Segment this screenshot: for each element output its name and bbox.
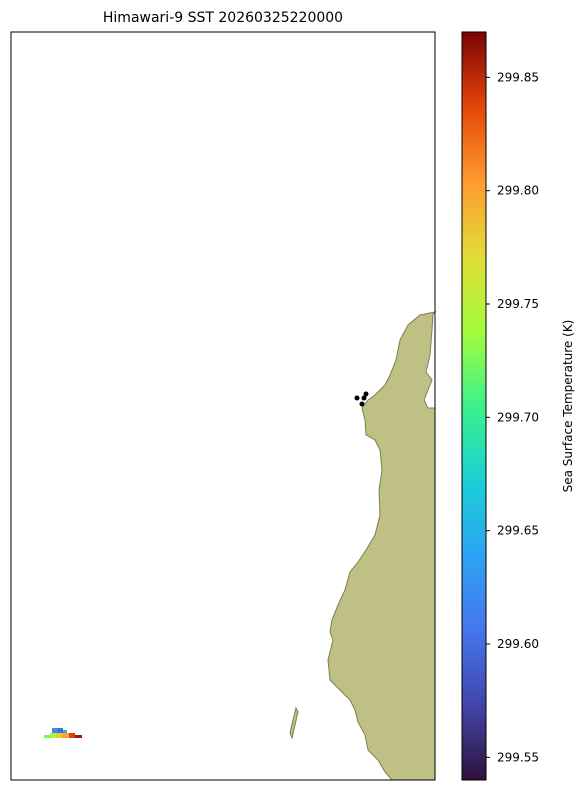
station bbox=[363, 391, 369, 397]
colorbar bbox=[461, 31, 487, 781]
colorbar-tick-label: 299.80 bbox=[497, 184, 539, 198]
colorbar-ticks: 299.55 299.60 299.65 299.70 299.75 299.80 299.… bbox=[486, 70, 539, 764]
sst-pixel bbox=[75, 735, 82, 738]
sst-pixel bbox=[52, 728, 58, 733]
sst-pixel bbox=[44, 735, 50, 738]
sst-pixel bbox=[63, 730, 67, 734]
land bbox=[327, 311, 437, 781]
sst-pixel bbox=[50, 733, 56, 738]
colorbar-tick-label: 299.85 bbox=[497, 70, 539, 84]
sst-pixel bbox=[62, 733, 69, 738]
sst-pixel bbox=[56, 733, 62, 738]
colorbar-tick-label: 299.70 bbox=[497, 410, 539, 424]
sst-pixel bbox=[69, 733, 75, 738]
station bbox=[361, 395, 367, 401]
colorbar-tick-label: 299.60 bbox=[497, 637, 539, 651]
sst-pixels bbox=[44, 728, 82, 738]
station bbox=[354, 395, 360, 401]
colorbar-tick-label: 299.65 bbox=[497, 524, 539, 538]
colorbar-tick-label: 299.75 bbox=[497, 297, 539, 311]
map-title: Himawari-9 SST 20260325220000 bbox=[103, 10, 343, 26]
colorbar-tick-label: 299.55 bbox=[497, 750, 539, 764]
island bbox=[289, 706, 299, 740]
map-frame bbox=[10, 31, 436, 781]
station bbox=[359, 401, 365, 407]
colorbar-label: Sea Surface Temperature (K) bbox=[561, 320, 575, 493]
sst-pixel bbox=[58, 728, 63, 733]
stations bbox=[354, 391, 369, 407]
